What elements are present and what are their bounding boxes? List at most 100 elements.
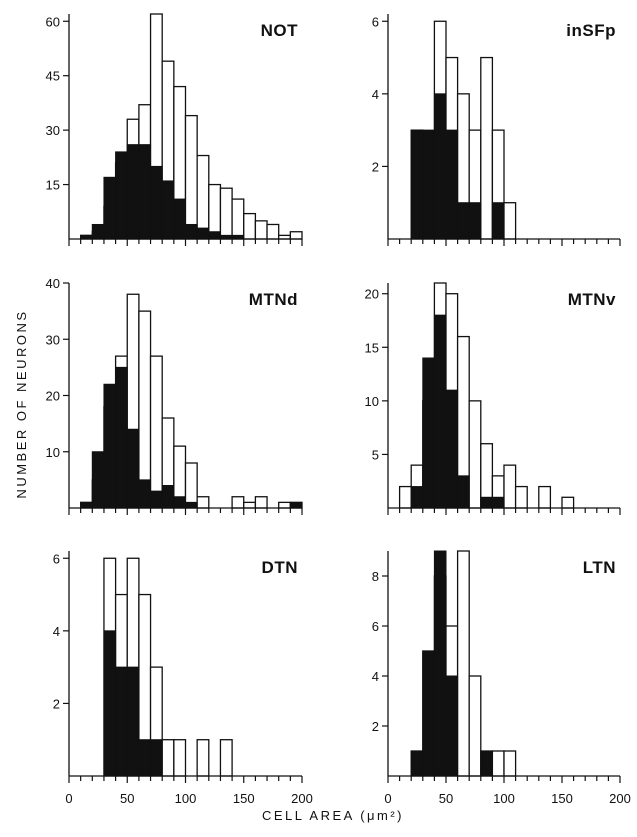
bar-mtnd-open-100 [184, 462, 198, 509]
bar-mtnd-filled-70 [150, 490, 163, 509]
bar-mtnv-filled-20 [410, 486, 424, 509]
figure-ylabel: NUMBER OF NEURONS [14, 309, 29, 498]
bar-mtnv-filled-90 [491, 496, 505, 509]
figure-xlabel: CELL AREA (μm²) [262, 808, 404, 823]
y-tick-label-not-60: 60 [46, 14, 60, 29]
bar-not-filled-20 [91, 223, 105, 240]
bar-mtnd-open-180 [278, 501, 292, 509]
bar-mtnd-filled-80 [161, 485, 175, 509]
x-tick-label-ltn-50: 50 [439, 791, 453, 806]
bar-ltn-open-60 [456, 550, 470, 777]
bar-mtnd-open-160 [254, 496, 268, 509]
bar-mtnd-open-60 [138, 310, 152, 509]
bar-mtnv-open-100 [503, 464, 517, 509]
bar-not-open-170 [266, 223, 280, 240]
bar-insfp-open-100 [503, 202, 517, 240]
x-tick-label-dtn-0: 0 [65, 791, 72, 806]
y-tick-label-mtnd-30: 30 [46, 332, 60, 347]
bar-mtnd-filled-100 [185, 501, 198, 509]
bar-mtnv-filled-50 [445, 389, 459, 509]
y-tick-label-insfp-4: 4 [372, 87, 379, 102]
panel-title-ltn: LTN [583, 558, 616, 577]
bar-dtn-open-110 [196, 739, 210, 777]
bar-dtn-filled-30 [103, 630, 117, 777]
bar-ltn-filled-20 [410, 750, 424, 777]
y-tick-label-mtnd-10: 10 [46, 445, 60, 460]
x-tick-label-ltn-200: 200 [609, 791, 631, 806]
bar-mtnd-filled-50 [126, 428, 140, 509]
bar-mtnd-filled-40 [115, 366, 128, 509]
bar-not-filled-90 [173, 198, 187, 240]
bar-not-open-130 [219, 187, 233, 240]
panel-title-not: NOT [261, 21, 299, 40]
bar-not-open-100 [184, 114, 198, 240]
bar-not-filled-40 [115, 151, 128, 240]
bar-mtnv-open-70 [468, 400, 482, 509]
bar-ltn-open-100 [503, 750, 517, 777]
bar-not-filled-80 [161, 180, 175, 240]
bar-mtnv-filled-40 [433, 314, 447, 509]
y-tick-label-mtnv-10: 10 [365, 394, 379, 409]
bar-dtn-open-90 [173, 739, 187, 777]
bar-insfp-open-80 [480, 56, 494, 240]
bar-mtnd-filled-30 [103, 383, 117, 509]
y-tick-label-not-30: 30 [46, 123, 60, 138]
y-tick-label-mtnd-20: 20 [46, 389, 60, 404]
bar-not-filled-60 [138, 144, 152, 240]
bar-mtnd-open-110 [196, 496, 210, 509]
bar-not-open-140 [231, 198, 245, 240]
y-tick-label-ltn-4: 4 [372, 669, 379, 684]
y-tick-label-mtnv-15: 15 [365, 340, 379, 355]
y-tick-label-mtnv-5: 5 [372, 447, 379, 462]
bar-mtnv-open-110 [514, 485, 528, 509]
y-tick-label-ltn-8: 8 [372, 569, 379, 584]
bar-mtnv-open-10 [398, 485, 412, 509]
bar-mtnd-filled-10 [80, 501, 93, 509]
bar-insfp-filled-90 [491, 202, 505, 240]
x-tick-label-ltn-100: 100 [493, 791, 515, 806]
bar-mtnd-filled-190 [289, 501, 303, 509]
bar-not-filled-30 [103, 176, 117, 240]
bar-insfp-filled-20 [410, 129, 424, 240]
bar-not-open-160 [254, 220, 268, 240]
y-tick-label-not-45: 45 [46, 69, 60, 84]
bar-insfp-filled-40 [433, 93, 447, 240]
bar-insfp-filled-30 [422, 129, 435, 240]
x-tick-label-ltn-150: 150 [551, 791, 573, 806]
bar-ltn-filled-30 [422, 650, 435, 777]
panel-title-mtnv: MTNv [568, 290, 616, 309]
bar-mtnv-filled-60 [457, 475, 470, 509]
bar-not-filled-70 [150, 165, 163, 240]
bar-mtnv-open-150 [561, 496, 575, 509]
y-tick-label-insfp-2: 2 [372, 159, 379, 174]
bar-dtn-open-80 [161, 739, 175, 777]
bar-insfp-filled-70 [468, 202, 482, 240]
y-tick-label-mtnv-20: 20 [365, 287, 379, 302]
y-tick-label-dtn-2: 2 [53, 696, 60, 711]
bar-ltn-filled-80 [480, 750, 493, 777]
bar-not-open-120 [208, 183, 222, 240]
bar-dtn-filled-50 [126, 666, 140, 777]
bar-insfp-filled-60 [457, 202, 470, 240]
bar-mtnd-filled-20 [91, 451, 105, 509]
bar-mtnd-filled-90 [173, 496, 187, 509]
y-tick-label-not-15: 15 [46, 178, 60, 193]
bar-not-filled-120 [208, 231, 221, 240]
bar-mtnv-open-130 [538, 485, 552, 509]
y-tick-label-ltn-6: 6 [372, 619, 379, 634]
x-tick-label-dtn-150: 150 [233, 791, 255, 806]
bar-ltn-filled-40 [433, 550, 447, 777]
panel-title-insfp: inSFp [566, 21, 616, 40]
bar-ltn-filled-50 [445, 675, 459, 777]
y-tick-label-ltn-2: 2 [372, 719, 379, 734]
y-tick-label-dtn-4: 4 [53, 624, 60, 639]
bar-mtnd-open-140 [231, 496, 245, 509]
bar-ltn-open-70 [468, 675, 482, 777]
bar-not-open-150 [243, 212, 257, 240]
bar-dtn-filled-60 [138, 739, 152, 777]
x-tick-label-dtn-100: 100 [175, 791, 197, 806]
x-tick-label-ltn-0: 0 [384, 791, 391, 806]
panel-title-dtn: DTN [262, 558, 298, 577]
bar-insfp-filled-50 [445, 129, 459, 240]
bar-not-open-190 [289, 231, 303, 240]
